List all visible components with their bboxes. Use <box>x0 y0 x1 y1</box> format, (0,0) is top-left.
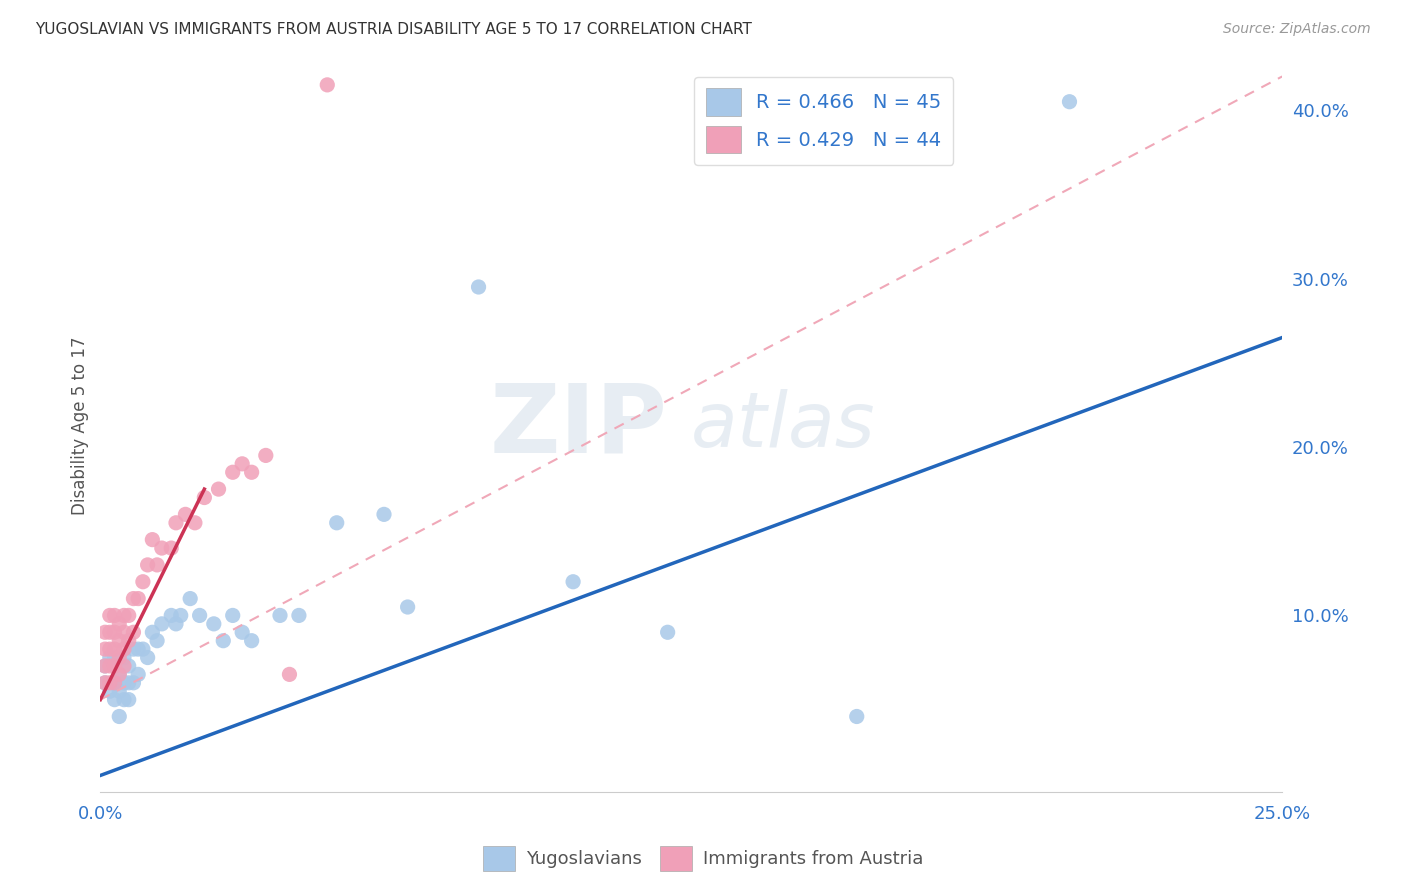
Point <box>325 516 347 530</box>
Point <box>103 692 125 706</box>
Legend: R = 0.466   N = 45, R = 0.429   N = 44: R = 0.466 N = 45, R = 0.429 N = 44 <box>695 77 953 165</box>
Point <box>112 625 135 640</box>
Point <box>562 574 585 589</box>
Point <box>150 541 173 555</box>
Point <box>98 650 121 665</box>
Point <box>127 591 149 606</box>
Point <box>170 608 193 623</box>
Point <box>141 533 163 547</box>
Point <box>231 625 253 640</box>
Point <box>103 608 125 623</box>
Point <box>222 465 245 479</box>
Point <box>222 608 245 623</box>
Point <box>188 608 211 623</box>
Point <box>127 667 149 681</box>
Point <box>122 642 145 657</box>
Point <box>112 608 135 623</box>
Point <box>132 574 155 589</box>
Point <box>118 659 141 673</box>
Point <box>165 616 187 631</box>
Point <box>165 516 187 530</box>
Point <box>146 558 169 572</box>
Point <box>94 675 117 690</box>
Point <box>94 659 117 673</box>
Point <box>146 633 169 648</box>
Point <box>141 625 163 640</box>
Text: ZIP: ZIP <box>489 379 668 473</box>
Point <box>108 667 131 681</box>
Point <box>122 675 145 690</box>
Point <box>240 465 263 479</box>
Point <box>112 692 135 706</box>
Point <box>94 625 117 640</box>
Point <box>108 709 131 723</box>
Point <box>103 675 125 690</box>
Point <box>118 675 141 690</box>
Point <box>845 709 868 723</box>
Point <box>179 591 201 606</box>
Point <box>269 608 291 623</box>
Point <box>108 650 131 665</box>
Point <box>184 516 207 530</box>
Point <box>103 659 125 673</box>
Point <box>373 508 395 522</box>
Point <box>207 482 229 496</box>
Point <box>240 633 263 648</box>
Point <box>231 457 253 471</box>
Point <box>103 675 125 690</box>
Point <box>150 616 173 631</box>
Point <box>118 692 141 706</box>
Point <box>98 684 121 698</box>
Point <box>132 642 155 657</box>
Point <box>98 625 121 640</box>
Point <box>112 642 135 657</box>
Point <box>94 642 117 657</box>
Point <box>160 541 183 555</box>
Point <box>136 558 159 572</box>
Point <box>94 675 117 690</box>
Point <box>103 642 125 657</box>
Point <box>122 625 145 640</box>
Y-axis label: Disability Age 5 to 17: Disability Age 5 to 17 <box>72 336 89 516</box>
Point <box>396 600 419 615</box>
Text: atlas: atlas <box>692 389 876 463</box>
Point <box>118 633 141 648</box>
Point <box>254 449 277 463</box>
Legend: Yugoslavians, Immigrants from Austria: Yugoslavians, Immigrants from Austria <box>475 838 931 879</box>
Point <box>278 667 301 681</box>
Point <box>98 642 121 657</box>
Point <box>108 633 131 648</box>
Point <box>136 650 159 665</box>
Point <box>98 659 121 673</box>
Point <box>98 675 121 690</box>
Point <box>103 650 125 665</box>
Point <box>118 608 141 623</box>
Text: YUGOSLAVIAN VS IMMIGRANTS FROM AUSTRIA DISABILITY AGE 5 TO 17 CORRELATION CHART: YUGOSLAVIAN VS IMMIGRANTS FROM AUSTRIA D… <box>35 22 752 37</box>
Point <box>174 508 197 522</box>
Point <box>112 659 135 673</box>
Point <box>103 625 125 640</box>
Point <box>316 78 339 92</box>
Point <box>212 633 235 648</box>
Text: Source: ZipAtlas.com: Source: ZipAtlas.com <box>1223 22 1371 37</box>
Point <box>160 608 183 623</box>
Point <box>127 642 149 657</box>
Point <box>288 608 311 623</box>
Point <box>122 591 145 606</box>
Point <box>657 625 679 640</box>
Point <box>98 608 121 623</box>
Point <box>193 491 215 505</box>
Point <box>202 616 225 631</box>
Point <box>108 684 131 698</box>
Point <box>108 616 131 631</box>
Point <box>112 675 135 690</box>
Point <box>112 650 135 665</box>
Point <box>94 659 117 673</box>
Point <box>108 667 131 681</box>
Point <box>1059 95 1081 109</box>
Point <box>467 280 489 294</box>
